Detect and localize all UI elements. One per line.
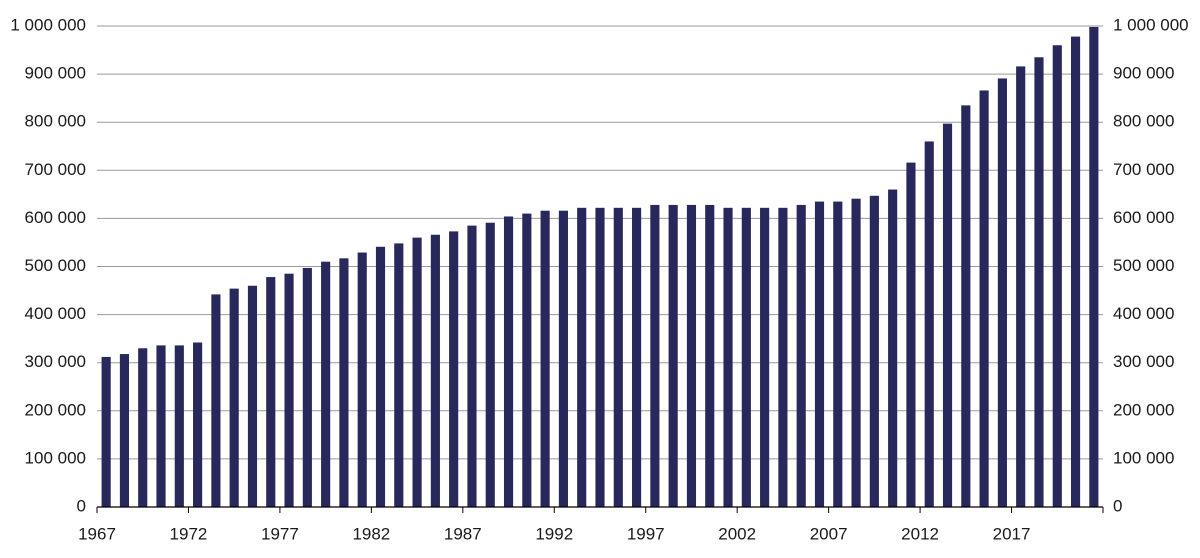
bar (796, 204, 806, 507)
bar (778, 207, 788, 507)
y-tick-label: 400 000 (25, 304, 86, 323)
bar (924, 141, 934, 507)
y-tick-label: 800 000 (25, 112, 86, 131)
bar (997, 78, 1007, 507)
bar (321, 261, 331, 507)
x-tick-label: 1982 (352, 524, 390, 543)
y2-tick-label: 600 000 (1113, 208, 1174, 227)
bar (760, 207, 770, 507)
y-tick-label: 200 000 (25, 400, 86, 419)
x-tick-label: 1992 (535, 524, 573, 543)
y-tick-label: 100 000 (25, 448, 86, 467)
bar (412, 237, 422, 507)
y2-tick-label: 1 000 000 (1113, 15, 1189, 34)
bar (229, 288, 239, 507)
bar (632, 207, 642, 507)
y2-tick-label: 400 000 (1113, 304, 1174, 323)
bar (101, 356, 111, 507)
x-tick-label: 1997 (627, 524, 665, 543)
bar (1052, 45, 1062, 508)
x-tick-label: 2002 (718, 524, 756, 543)
bar (503, 216, 514, 507)
bar (302, 267, 312, 507)
bar (193, 342, 203, 507)
bar (174, 345, 184, 507)
bar (942, 123, 953, 507)
y-tick-label: 1 000 000 (10, 15, 86, 34)
y-tick-label: 500 000 (25, 256, 86, 275)
bar (357, 252, 367, 507)
bar (979, 90, 989, 507)
y2-tick-label: 300 000 (1113, 352, 1174, 371)
bar (1034, 57, 1044, 507)
bar (851, 198, 861, 507)
y-tick-label: 0 (77, 496, 86, 515)
bar (485, 222, 495, 507)
x-tick-label: 1967 (78, 524, 116, 543)
y2-tick-label: 900 000 (1113, 64, 1174, 83)
bar (814, 201, 825, 507)
bar (833, 201, 843, 507)
bar (650, 204, 660, 507)
bar (375, 246, 386, 508)
bar (284, 273, 294, 507)
bar (1070, 36, 1081, 507)
bar (723, 207, 733, 507)
bar (449, 231, 459, 507)
bar (522, 213, 532, 507)
bar (156, 345, 166, 507)
y-tick-label: 300 000 (25, 352, 86, 371)
y2-tick-label: 0 (1113, 496, 1122, 515)
x-tick-label: 2012 (901, 524, 939, 543)
bar (339, 258, 349, 507)
bar (266, 277, 276, 507)
bar (394, 243, 404, 508)
y-tick-label: 700 000 (25, 160, 86, 179)
x-tick-label: 1972 (170, 524, 208, 543)
bar (613, 207, 623, 507)
bar (1089, 26, 1099, 507)
bar (467, 225, 477, 508)
bar (961, 105, 971, 508)
x-tick-label: 2007 (810, 524, 848, 543)
bar (869, 195, 879, 507)
y-tick-label: 600 000 (25, 208, 86, 227)
bar (558, 210, 568, 508)
bar (211, 294, 221, 507)
y-tick-label: 900 000 (25, 64, 86, 83)
bar (577, 207, 587, 507)
x-tick-label: 2017 (993, 524, 1031, 543)
y2-tick-label: 800 000 (1113, 112, 1174, 131)
bar (741, 207, 751, 507)
bar (888, 189, 898, 508)
bar (668, 204, 678, 507)
bar (247, 285, 258, 507)
y2-tick-label: 500 000 (1113, 256, 1174, 275)
bar (705, 204, 715, 507)
x-tick-label: 1987 (444, 524, 482, 543)
y2-tick-label: 200 000 (1113, 400, 1174, 419)
bar (540, 210, 550, 508)
bar (1016, 66, 1026, 508)
bar (686, 204, 697, 507)
bar (906, 162, 916, 507)
y2-tick-label: 100 000 (1113, 448, 1174, 467)
bar (595, 207, 605, 507)
bar (430, 234, 440, 507)
y2-tick-label: 700 000 (1113, 160, 1174, 179)
bar (119, 354, 130, 507)
x-tick-label: 1977 (261, 524, 299, 543)
bar (138, 348, 148, 507)
